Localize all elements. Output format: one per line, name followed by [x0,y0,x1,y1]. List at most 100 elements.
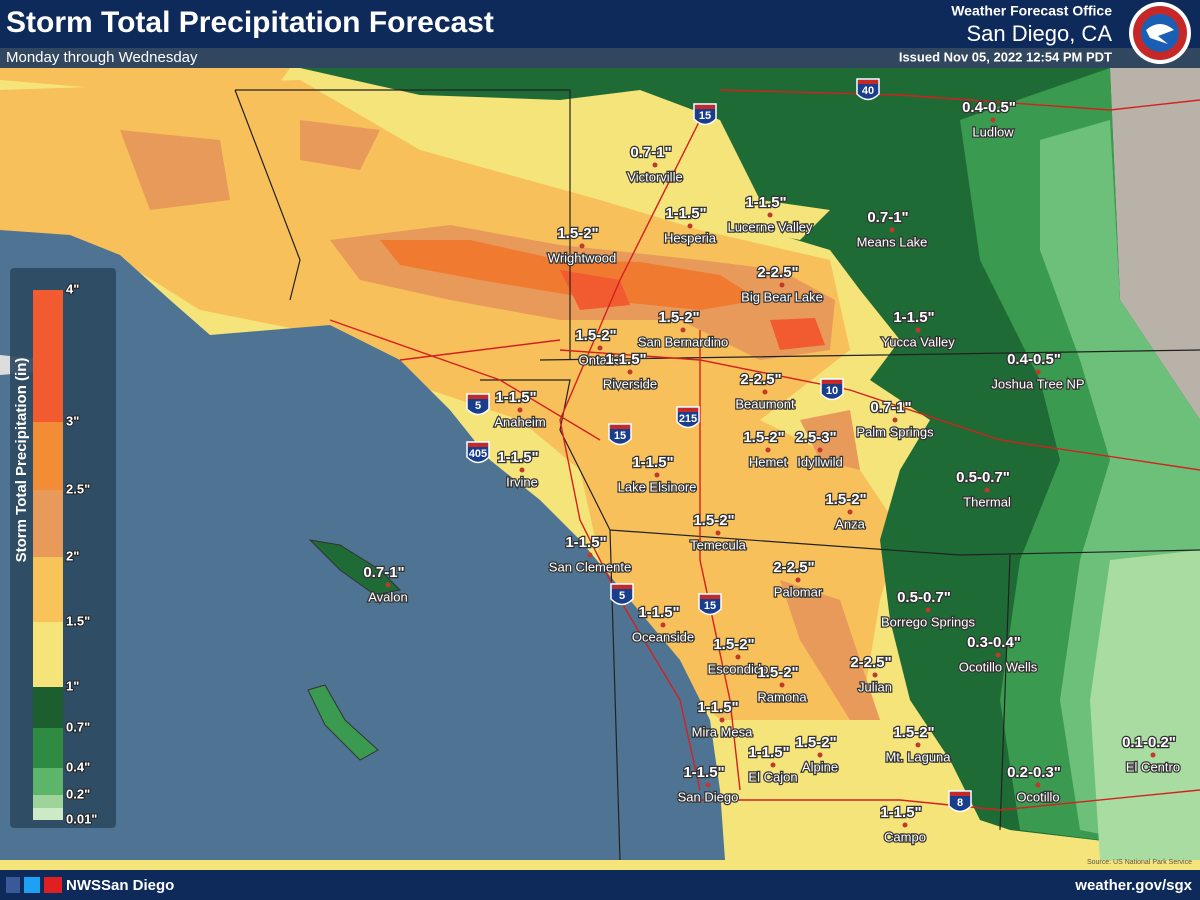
place-name: Oceanside [632,629,694,644]
youtube-icon[interactable] [44,877,62,893]
place: 1-1.5" Mira Mesa [690,698,754,741]
highway-shield: 10 [820,378,844,401]
legend-label: 1.5" [66,613,90,628]
twitter-icon[interactable] [24,877,40,893]
place-dot [892,417,898,423]
place-dot [902,822,908,828]
place-amount: 1-1.5" [683,764,724,781]
place: 1-1.5" Irvine [496,448,540,491]
place-amount: 1-1.5" [745,194,786,211]
place-name: Temecula [690,537,746,552]
place-amount: 1-1.5" [497,449,538,466]
place-name: San Clemente [549,559,631,574]
place-name: Anaheim [494,414,545,429]
place-name: Mira Mesa [692,724,753,739]
place-amount: 1.5-2" [658,309,699,326]
place-dot [915,742,921,748]
place-dot [715,530,721,536]
place-amount: 1-1.5" [697,699,738,716]
place-dot [587,552,593,558]
shield-shape [676,406,700,429]
place: 2-2.5" Big Bear Lake [740,263,824,306]
place: 0.4-0.5" Joshua Tree NP [990,350,1086,393]
place-amount: 0.2-0.3" [1007,764,1061,781]
legend-label: 3" [66,413,79,428]
place-amount: 2-2.5" [773,559,814,576]
highway-shield: 15 [693,103,717,126]
legend-title: Storm Total Precipitation (in) [13,358,30,563]
shield-shape [948,790,972,813]
place: 1-1.5" Riverside [602,350,659,393]
place: 1-1.5" San Diego [676,763,739,806]
place-amount: 0.1-0.2" [1122,734,1176,751]
source: Source: US National Park Service [1087,859,1192,866]
legend-label: 1" [66,678,79,693]
shield-number: 8 [957,797,963,809]
handle[interactable]: NWSSan Diego [66,877,174,894]
shield-number: 405 [469,448,487,460]
place-name: Thermal [963,494,1011,509]
island [307,684,379,761]
place-dot [925,607,931,613]
place-dot [680,327,686,333]
place-dot [719,717,725,723]
place-dot [687,223,693,229]
legend-label: 4" [66,281,79,296]
place-amount: 2-2.5" [850,654,891,671]
shield-top [858,80,878,84]
precip-zone [120,120,880,720]
legend-label: 0.01" [66,811,97,826]
place-amount: 2.5-3" [795,429,836,446]
place-dot [660,622,666,628]
legend-scale: 4" 3" 2.5" 2" 1.5" 1" 0.7" 0.4" 0.2" 0.01" [33,280,98,827]
highway-shield: 5 [610,583,634,606]
place-dot [762,389,768,395]
shield-number: 15 [699,110,711,122]
website[interactable]: weather.gov/sgx [1074,877,1192,894]
shield-shape [856,78,880,101]
shield-number: 40 [862,85,874,97]
legend-swatch [33,768,63,795]
facebook-icon[interactable] [6,877,20,893]
shield-shape [693,103,717,126]
legend-swatch [33,728,63,768]
nws-logo [1129,2,1191,64]
place: 0.7-1" Palm Springs [855,398,935,441]
place-name: Ramona [757,689,807,704]
legend-swatch [33,622,63,687]
place: 0.7-1" Avalon [362,563,409,606]
place-name: Beaumont [735,396,795,411]
place: 1.5-2" Alpine [794,733,839,776]
place-amount: 1.5-2" [693,512,734,529]
place-name: Ocotillo Wells [959,659,1038,674]
place-dot [915,327,921,333]
precip-zone [0,80,900,720]
shield-top [822,380,842,384]
roads [329,89,1200,811]
place-amount: 1-1.5" [632,454,673,471]
place: 1-1.5" Lucerne Valley [726,193,814,236]
place-name: Big Bear Lake [741,289,823,304]
precip-zone [300,68,1200,850]
shield-shape [466,441,490,464]
place-dot [597,345,603,351]
place-dot [765,447,771,453]
place-dot [889,227,895,233]
place-amount: 0.7-1" [870,399,911,416]
issued: Issued Nov 05, 2022 12:54 PM PDT [899,49,1112,64]
place: 2-2.5" Palomar [772,558,824,601]
place-name: Ludlow [972,124,1014,139]
place-dot [654,472,660,478]
legend-label: 2.5" [66,481,90,496]
place-name: Borrego Springs [881,614,975,629]
place: 0.3-0.4" Ocotillo Wells [957,633,1039,676]
place-dot [779,282,785,288]
place-dot [990,117,996,123]
shield-top [678,408,698,412]
place-amount: 1.5-2" [757,664,798,681]
place: 1.5-2" Ontario [574,326,622,369]
place: 1.5-2" Anza [824,490,868,533]
place: 1-1.5" Oceanside [631,603,696,646]
place-amount: 1.5-2" [795,734,836,751]
place-amount: 2-2.5" [740,371,781,388]
